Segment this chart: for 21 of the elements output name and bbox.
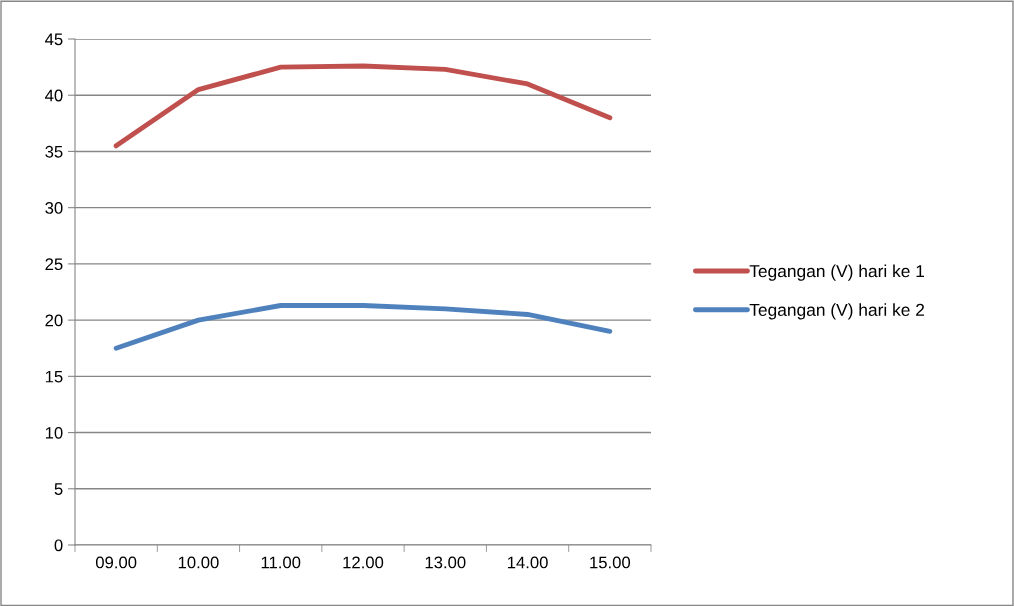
y-tick-label: 15 [45, 370, 63, 383]
y-tick-label: 10 [45, 426, 63, 439]
x-tick-label: 13.00 [425, 556, 466, 569]
y-tick-label: 40 [45, 89, 63, 102]
x-tick-label: 10.00 [178, 556, 219, 569]
x-tick-label: 15.00 [590, 556, 631, 569]
line-series [113, 303, 613, 351]
y-tick-label: 20 [45, 314, 63, 327]
y-tick-label: 35 [45, 145, 63, 158]
line-series [113, 63, 613, 149]
y-tick-label: 45 [45, 33, 63, 46]
y-tick-label: 0 [54, 539, 63, 552]
x-tick-label: 12.00 [343, 556, 384, 569]
x-tick-label: 11.00 [261, 556, 301, 569]
y-tick-label: 25 [45, 258, 63, 271]
legend-label: Tegangan (V) hari ke 2 [749, 303, 925, 320]
x-tick-label: 14.00 [507, 556, 548, 569]
y-tick-label: 5 [54, 483, 63, 495]
x-tick-label: 09.00 [95, 556, 137, 569]
legend-label: Tegangan (V) hari ke 1 [749, 264, 925, 281]
y-tick-label: 30 [45, 202, 63, 214]
